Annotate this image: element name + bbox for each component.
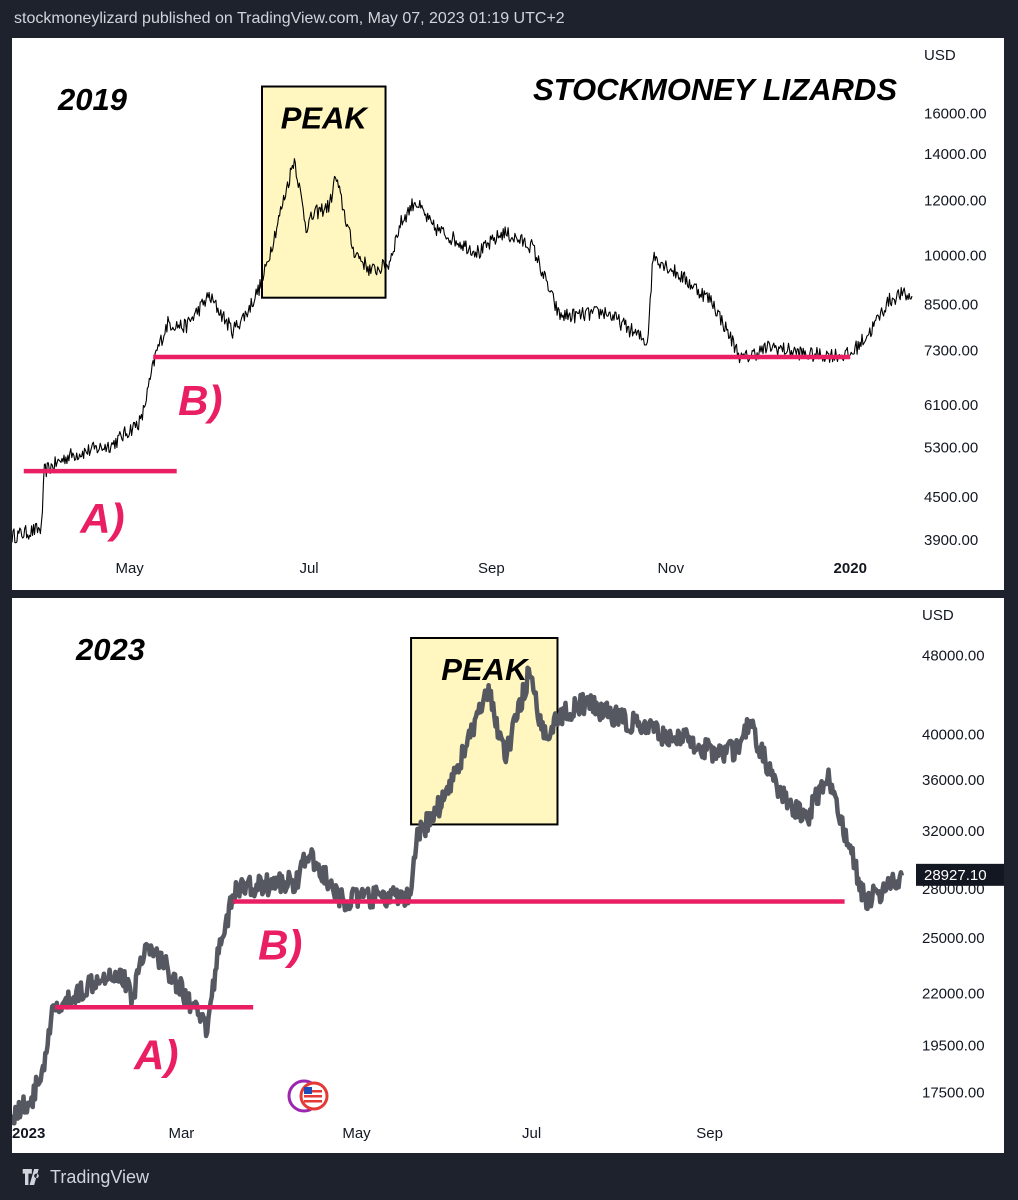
y-tick-label: 16000.00 xyxy=(924,106,987,123)
tradingview-footer[interactable]: TradingView xyxy=(22,1164,149,1190)
price-line xyxy=(12,665,905,1126)
y-tick-label: 32000.00 xyxy=(922,823,985,840)
y-tick-label: 4500.00 xyxy=(924,489,978,506)
x-tick-label: Sep xyxy=(696,1125,723,1142)
chart-2023[interactable]: PEAK A) B) 2023 USD 48000.00 40000.00 36000.00 3… xyxy=(12,598,1004,1153)
peak-label: PEAK xyxy=(281,101,370,136)
price-line xyxy=(12,158,913,544)
publish-line: stockmoneylizard published on TradingVie… xyxy=(14,10,565,27)
y-tick-label: 3900.00 xyxy=(924,532,978,549)
year-label: 2019 xyxy=(57,82,128,117)
year-label: 2023 xyxy=(75,632,145,667)
y-tick-label: 10000.00 xyxy=(924,248,987,265)
x-tick-label: Jul xyxy=(299,560,318,577)
support-label-a: A) xyxy=(133,1031,178,1078)
tradingview-logo-icon xyxy=(22,1169,39,1185)
x-tick-label: Nov xyxy=(657,560,684,577)
x-tick-label: 2023 xyxy=(12,1125,45,1142)
support-label-b: B) xyxy=(178,377,222,424)
chart-title: STOCKMONEY LIZARDS xyxy=(533,72,897,107)
peak-label: PEAK xyxy=(441,652,530,687)
chart-panel-2019[interactable]: PEAK A) B) 2019 STOCKMONEY LIZARDS USD 16000.0… xyxy=(12,38,1004,590)
x-tick-label: May xyxy=(342,1125,371,1142)
support-label-a: A) xyxy=(79,495,124,542)
x-tick-label: Mar xyxy=(168,1125,194,1142)
brand-name: TradingView xyxy=(50,1166,150,1187)
last-price-badge xyxy=(916,863,1004,886)
chart-2019[interactable]: PEAK A) B) 2019 STOCKMONEY LIZARDS USD 16000.0… xyxy=(12,38,1004,590)
x-tick-label: Sep xyxy=(478,560,505,577)
y-tick-label: 19500.00 xyxy=(922,1038,985,1055)
y-tick-label: 48000.00 xyxy=(922,648,985,665)
y-tick-label: 5300.00 xyxy=(924,439,978,456)
y-tick-label: 8500.00 xyxy=(924,297,978,314)
chart-panel-2023[interactable]: PEAK A) B) 2023 USD 48000.00 40000.00 36000.00 3… xyxy=(12,598,1004,1153)
y-tick-label: 17500.00 xyxy=(922,1084,985,1101)
x-tick-label: Jul xyxy=(522,1125,541,1142)
x-tick-label: May xyxy=(115,560,144,577)
y-tick-label: 7300.00 xyxy=(924,343,978,360)
last-price-label: 28927.10 xyxy=(924,867,987,884)
support-label-b: B) xyxy=(258,921,302,968)
y-tick-label: 6100.00 xyxy=(924,397,978,414)
peak-box xyxy=(410,637,559,826)
y-tick-label: 22000.00 xyxy=(922,985,985,1002)
currency-label: USD xyxy=(924,47,956,64)
y-tick-label: 14000.00 xyxy=(924,146,987,163)
y-tick-label: 36000.00 xyxy=(922,772,985,789)
y-tick-label: 12000.00 xyxy=(924,193,987,210)
publish-header: stockmoneylizard published on TradingVie… xyxy=(0,0,1018,38)
currency-label: USD xyxy=(922,607,954,624)
us-flag-event-icon[interactable] xyxy=(287,1079,329,1113)
y-tick-label: 40000.00 xyxy=(922,727,985,744)
x-tick-label: 2020 xyxy=(834,560,867,577)
y-tick-label: 25000.00 xyxy=(922,930,985,947)
